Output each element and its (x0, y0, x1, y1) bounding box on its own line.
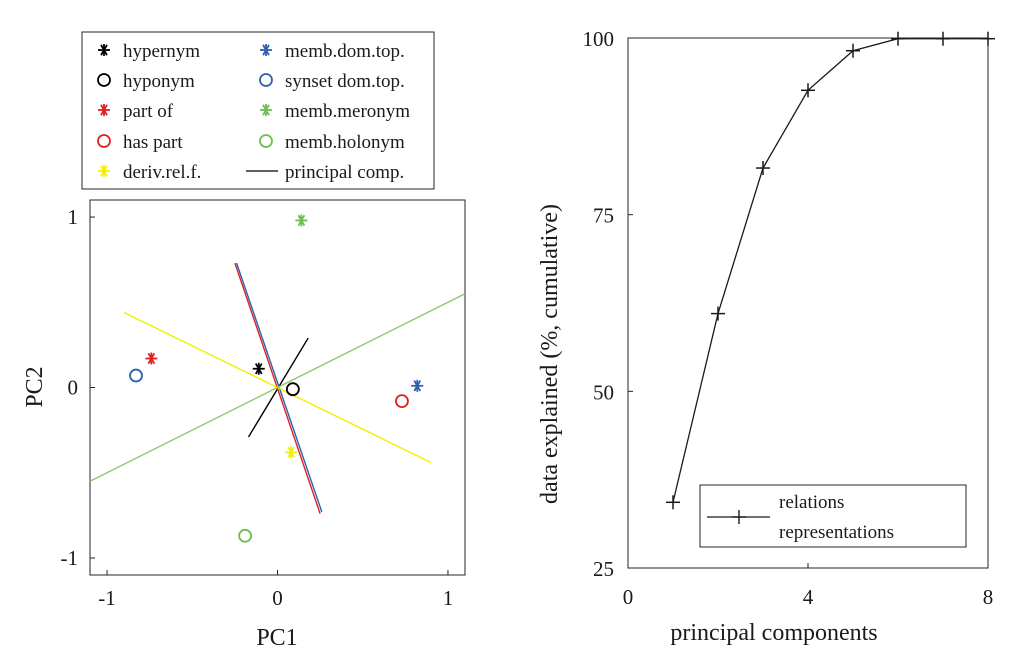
legend-marker-memb-dom-top (260, 44, 272, 56)
legend-label-memb-holonym: memb.holonym (285, 132, 405, 153)
scatter-y-axis-label: PC2 (22, 366, 48, 407)
line-legend: relations representations (699, 484, 967, 548)
legend-label-memb-dom-top: memb.dom.top. (285, 41, 405, 62)
cumulative-point-6 (891, 31, 905, 46)
scatter-y-ticks: -1 0 1 (61, 205, 95, 570)
line-y-ticks: 25 50 75 100 (583, 27, 633, 581)
legend-marker-part-of (98, 104, 110, 116)
cumulative-point-2 (711, 306, 725, 321)
cumulative-point-5 (846, 43, 860, 58)
x-tick-label: 4 (803, 585, 814, 609)
pc-line-2 (235, 262, 323, 513)
legend-box (81, 31, 435, 190)
pc-line-4 (89, 293, 466, 482)
line-legend-box (699, 484, 967, 548)
scatter-points (129, 214, 424, 543)
cumulative-point-4 (801, 83, 815, 98)
legend-marker-synset-dom-top (259, 73, 273, 87)
point-synset-dom-top (129, 368, 143, 383)
principal-component-lines (89, 262, 466, 514)
legend-label-part-of: part of (123, 101, 174, 122)
line-legend-label-2: representations (779, 522, 894, 543)
y-tick-label: 0 (68, 376, 79, 400)
scatter-x-axis-label: PC1 (256, 625, 297, 651)
cumulative-panel: 0 4 8 25 50 75 100 principal components data … (537, 27, 995, 646)
legend-label-synset-dom-top: synset dom.top. (285, 71, 405, 92)
y-tick-label: 1 (68, 205, 79, 229)
legend-label-principal-comp: principal comp. (285, 162, 404, 183)
line-legend-label-1: relations (779, 492, 844, 513)
legend-label-hyponym: hyponym (123, 71, 195, 92)
legend-label-deriv-rel-f: deriv.rel.f. (123, 162, 201, 183)
x-tick-label: -1 (98, 586, 116, 610)
legend-marker-memb-meronym (260, 104, 272, 116)
cumulative-series (666, 31, 995, 510)
legend-marker-deriv-rel-f (98, 165, 110, 177)
point-memb-meronym (295, 214, 308, 227)
point-deriv-rel-f (285, 446, 298, 459)
y-tick-label: 75 (593, 204, 614, 228)
legend-marker-memb-holonym (259, 134, 273, 148)
legend-label-hypernym: hypernym (123, 41, 200, 62)
point-has-part (395, 394, 409, 409)
scatter-legend: hypernym hyponym part of has part deriv.rel.… (81, 31, 435, 190)
point-hyponym (285, 382, 300, 397)
legend-marker-hyponym (97, 73, 111, 87)
x-tick-label: 1 (443, 586, 454, 610)
line-x-axis-label: principal components (670, 620, 877, 646)
scatter-x-ticks: -1 0 1 (98, 570, 453, 610)
point-memb-dom-top (411, 379, 424, 392)
cumulative-point-3 (756, 161, 770, 176)
cumulative-point-7 (936, 31, 950, 46)
pc-line-1 (234, 262, 321, 514)
y-tick-label: -1 (61, 546, 79, 570)
y-tick-label: 25 (593, 557, 614, 581)
legend-marker-has-part (97, 134, 111, 148)
x-tick-label: 0 (272, 586, 283, 610)
point-memb-holonym (238, 528, 253, 543)
cumulative-point-8 (981, 31, 995, 46)
legend-label-has-part: has part (123, 132, 183, 153)
cumulative-line-0 (672, 38, 988, 503)
scatter-panel: -1 0 1 -1 0 1 PC1 PC2 hypernym hyponym part of… (22, 31, 466, 651)
y-tick-label: 50 (593, 380, 614, 404)
y-tick-label: 100 (583, 27, 615, 51)
line-legend-marker (732, 510, 746, 524)
legend-marker-hypernym (98, 44, 110, 56)
point-part-of (145, 352, 158, 365)
x-tick-label: 0 (623, 585, 634, 609)
point-hypernym (252, 362, 265, 375)
cumulative-point-1 (666, 495, 680, 510)
line-x-ticks: 0 4 8 (623, 563, 994, 609)
x-tick-label: 8 (983, 585, 994, 609)
legend-label-memb-meronym: memb.meronym (285, 101, 410, 122)
line-y-axis-label: data explained (%, cumulative) (537, 204, 563, 504)
